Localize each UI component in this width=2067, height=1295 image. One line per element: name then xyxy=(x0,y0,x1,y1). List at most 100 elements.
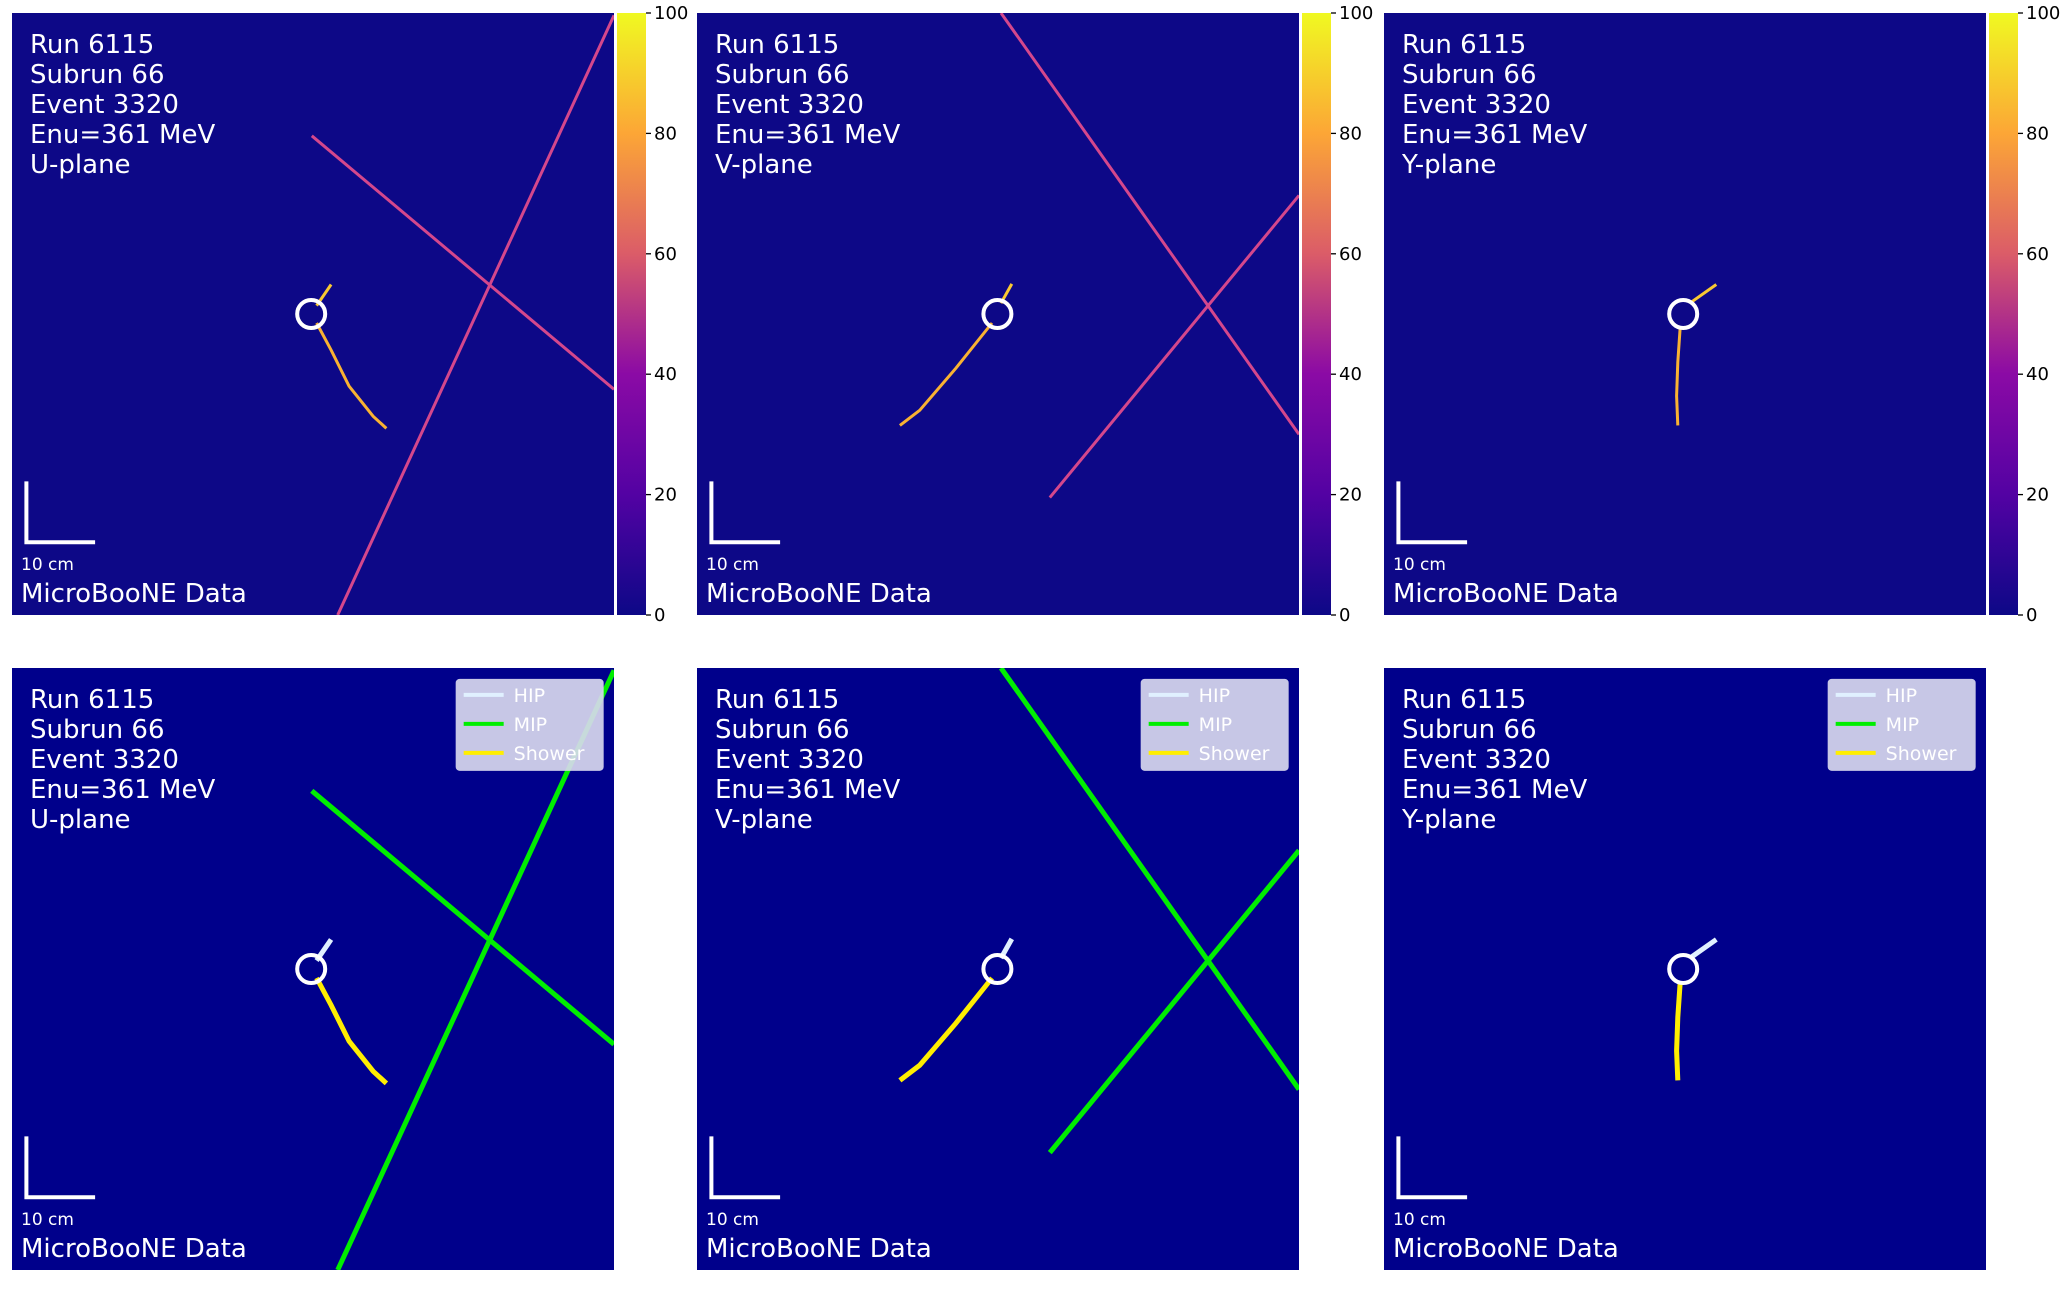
colorbar-tick-label: 20 xyxy=(654,485,677,506)
mip-track xyxy=(998,668,1299,1091)
legend-label: MIP xyxy=(1886,714,1919,736)
event-info: Y-plane xyxy=(1401,150,1496,180)
scale-bar-label: 10 cm xyxy=(706,1210,759,1230)
legend-label: MIP xyxy=(1199,714,1232,736)
colorbar-tick-label: 60 xyxy=(654,244,677,265)
data-label: MicroBooNE Data xyxy=(706,579,932,609)
legend-box xyxy=(455,678,604,771)
scale-bar-label: 10 cm xyxy=(706,555,759,575)
event-info: Enu=361 MeV xyxy=(30,120,215,150)
mip-track xyxy=(1047,848,1299,1155)
vertex-marker xyxy=(1667,953,1700,985)
legend-label: MIP xyxy=(514,714,547,736)
data-label: MicroBooNE Data xyxy=(21,1234,247,1264)
event-info: Run 6115 xyxy=(30,685,154,715)
colorbar-tick-label: 20 xyxy=(2026,485,2049,506)
data-label: MicroBooNE Data xyxy=(706,1234,932,1264)
hip-track xyxy=(1688,283,1718,305)
panel-background xyxy=(697,13,1299,615)
event-info: Enu=361 MeV xyxy=(715,775,900,805)
legend-label: HIP xyxy=(514,685,545,707)
event-info: Run 6115 xyxy=(30,30,154,60)
event-info: U-plane xyxy=(30,150,131,180)
event-info: Event 3320 xyxy=(1402,745,1551,775)
mip-track xyxy=(310,134,614,391)
shower-track xyxy=(1674,982,1683,1081)
event-info: Run 6115 xyxy=(715,685,839,715)
event-info: V-plane xyxy=(715,805,813,835)
colorbar-tick-label: 0 xyxy=(2026,605,2037,626)
legend-label: Shower xyxy=(514,743,585,765)
event-info: Enu=361 MeV xyxy=(715,120,900,150)
mip-track xyxy=(336,14,614,615)
colorbar-tick-label: 0 xyxy=(1339,605,1350,626)
scale-bar-label: 10 cm xyxy=(1393,555,1446,575)
legend-box xyxy=(1827,678,1976,771)
vertex-marker xyxy=(981,953,1014,985)
vertex-marker xyxy=(295,298,328,330)
event-info: Run 6115 xyxy=(715,30,839,60)
shower-track xyxy=(315,322,388,430)
scale-bar xyxy=(24,1136,96,1200)
legend-box xyxy=(1140,678,1289,771)
event-info: Run 6115 xyxy=(1402,685,1526,715)
event-info: Subrun 66 xyxy=(1402,715,1536,745)
tracks xyxy=(898,13,1299,499)
vertex-marker xyxy=(981,298,1014,330)
legend-label: HIP xyxy=(1886,685,1917,707)
event-info: U-plane xyxy=(30,805,131,835)
scale-bar-label: 10 cm xyxy=(1393,1210,1446,1230)
event-info: Subrun 66 xyxy=(715,715,849,745)
legend-label: Shower xyxy=(1886,743,1957,765)
data-label: MicroBooNE Data xyxy=(21,579,247,609)
shower-track xyxy=(1675,327,1682,426)
event-info: Event 3320 xyxy=(715,90,864,120)
event-info: Subrun 66 xyxy=(1402,60,1536,90)
colorbar-tick-label: 100 xyxy=(2026,3,2060,24)
mip-track xyxy=(1048,194,1299,499)
event-info: Event 3320 xyxy=(30,90,179,120)
event-info: Subrun 66 xyxy=(715,60,849,90)
data-label: MicroBooNE Data xyxy=(1393,579,1619,609)
colorbar-tick-label: 100 xyxy=(1339,3,1373,24)
colorbar-tick-label: 40 xyxy=(654,364,677,385)
tracks xyxy=(1674,937,1718,1081)
colorbar-tick-label: 40 xyxy=(1339,364,1362,385)
colorbar-tick-label: 80 xyxy=(654,123,677,144)
event-info: V-plane xyxy=(715,150,813,180)
event-info: Enu=361 MeV xyxy=(1402,120,1587,150)
panel-background xyxy=(1384,13,1986,615)
legend-label: HIP xyxy=(1199,685,1230,707)
event-info: Event 3320 xyxy=(30,745,179,775)
event-info: Event 3320 xyxy=(1402,90,1551,120)
colorbar xyxy=(1302,13,1331,615)
shower-track xyxy=(898,322,994,427)
colorbar-tick-label: 0 xyxy=(654,605,665,626)
vertex-marker xyxy=(1667,298,1700,330)
shower-track xyxy=(314,976,389,1086)
colorbar xyxy=(617,13,646,615)
colorbar-tick-label: 20 xyxy=(1339,485,1362,506)
legend-label: Shower xyxy=(1199,743,1270,765)
event-info: Subrun 66 xyxy=(30,60,164,90)
scale-bar xyxy=(1396,481,1468,545)
event-info: Event 3320 xyxy=(715,745,864,775)
scale-bar-label: 10 cm xyxy=(21,1210,74,1230)
tracks xyxy=(310,14,614,615)
colorbar-tick-label: 80 xyxy=(2026,123,2049,144)
tracks xyxy=(1675,283,1718,426)
panel-background xyxy=(12,13,614,615)
colorbar xyxy=(1989,13,2018,615)
hip-track xyxy=(1688,937,1718,961)
scale-bar xyxy=(709,1136,781,1200)
event-info: Y-plane xyxy=(1401,805,1496,835)
colorbar-tick-label: 80 xyxy=(1339,123,1362,144)
scale-bar xyxy=(24,481,96,545)
vertex-marker xyxy=(295,953,328,985)
event-info: Enu=361 MeV xyxy=(1402,775,1587,805)
